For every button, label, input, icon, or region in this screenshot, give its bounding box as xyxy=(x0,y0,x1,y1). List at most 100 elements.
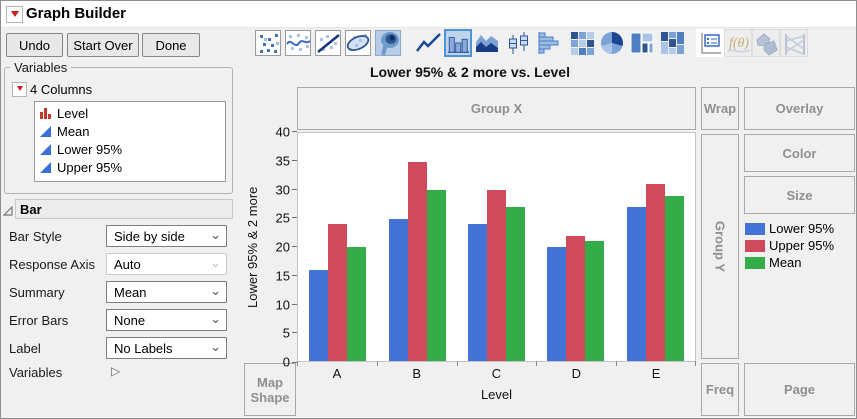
y-tick-mark xyxy=(292,188,297,190)
bar-group-e xyxy=(616,133,695,361)
x-tick-label-d: D xyxy=(571,366,581,381)
summary-dropdown[interactable]: Mean ⌄ xyxy=(106,281,227,303)
bar-upper-95-e[interactable] xyxy=(645,184,665,361)
heatmap-icon[interactable] xyxy=(568,29,596,57)
color-zone[interactable]: Color xyxy=(744,134,855,172)
y-tick-label-35: 35 xyxy=(275,153,290,169)
bar-style-label: Bar Style xyxy=(9,229,62,244)
bar-mean-a[interactable] xyxy=(347,247,367,361)
legend-item-mean[interactable]: Mean xyxy=(745,254,834,271)
area-icon[interactable] xyxy=(474,29,502,57)
label-dropdown[interactable]: No Labels ⌄ xyxy=(106,337,227,359)
bar-upper-95-a[interactable] xyxy=(328,224,348,361)
parallel-plot-icon xyxy=(780,29,808,57)
x-tick-mark xyxy=(536,361,538,366)
response-axis-dropdown: Auto ⌄ xyxy=(106,253,227,275)
bar-style-dropdown[interactable]: Side by side ⌄ xyxy=(106,225,227,247)
x-axis-tick-marks xyxy=(297,361,696,366)
x-tick-mark xyxy=(297,361,298,366)
bar-group-c xyxy=(457,133,536,361)
undo-button[interactable]: Undo xyxy=(6,33,63,57)
ellipse-icon[interactable] xyxy=(344,29,372,57)
bar-mean-e[interactable] xyxy=(664,195,684,361)
line-of-fit-icon[interactable] xyxy=(314,29,342,57)
group-y-zone[interactable]: Group Y xyxy=(701,134,739,359)
map-shape-zone[interactable]: Map Shape xyxy=(244,363,296,416)
legend-swatch xyxy=(745,256,765,269)
error-bars-label: Error Bars xyxy=(9,313,69,328)
column-item-lower-95[interactable]: Lower 95% xyxy=(35,140,225,158)
chart-title: Lower 95% & 2 more vs. Level xyxy=(370,64,570,80)
y-tick-mark xyxy=(292,274,297,276)
response-axis-value: Auto xyxy=(114,256,141,272)
bar-lower-95-c[interactable] xyxy=(467,224,487,361)
bar-upper-95-d[interactable] xyxy=(566,235,586,361)
freq-zone[interactable]: Freq xyxy=(701,363,739,416)
window-title: Graph Builder xyxy=(26,5,127,22)
legend: Lower 95% Upper 95% Mean xyxy=(745,220,834,271)
box-plot-icon[interactable] xyxy=(504,29,532,57)
bar-mean-c[interactable] xyxy=(505,207,525,361)
points-icon[interactable] xyxy=(254,29,282,57)
bar-lower-95-d[interactable] xyxy=(547,247,567,361)
error-bars-dropdown[interactable]: None ⌄ xyxy=(106,309,227,331)
legend-item-upper-95[interactable]: Upper 95% xyxy=(745,237,834,254)
pie-icon[interactable] xyxy=(598,29,626,57)
page-zone[interactable]: Page xyxy=(744,363,855,416)
column-item-mean[interactable]: Mean xyxy=(35,122,225,140)
y-tick-mark xyxy=(292,246,297,247)
column-name: Mean xyxy=(57,123,90,139)
map-shapes-icon xyxy=(752,29,780,57)
wrap-zone[interactable]: Wrap xyxy=(701,87,739,130)
legend-label: Upper 95% xyxy=(769,238,835,253)
columns-list: Level Mean Lower 95% Upper 95% xyxy=(34,101,226,182)
plot-area[interactable] xyxy=(297,132,696,362)
continuous-column-icon xyxy=(40,125,51,137)
y-tick-label-40: 40 xyxy=(275,124,290,140)
chevron-down-icon: ⌄ xyxy=(210,227,221,242)
smoother-icon[interactable] xyxy=(284,29,312,57)
red-triangle-menu-button[interactable] xyxy=(6,6,23,23)
y-tick-mark xyxy=(292,217,297,219)
label-label: Label xyxy=(9,341,41,356)
bar-upper-95-b[interactable] xyxy=(407,161,427,361)
size-zone[interactable]: Size xyxy=(744,176,855,214)
chevron-down-icon: ⌄ xyxy=(210,311,221,326)
x-axis-title: Level xyxy=(480,387,513,402)
bar-upper-95-c[interactable] xyxy=(486,190,506,361)
chevron-down-icon: ⌄ xyxy=(210,283,221,298)
treemap-icon[interactable] xyxy=(628,29,656,57)
y-tick-label-15: 15 xyxy=(275,268,290,284)
column-item-level[interactable]: Level xyxy=(35,104,225,122)
bar-lower-95-b[interactable] xyxy=(388,218,408,361)
red-triangle-icon xyxy=(10,11,19,17)
contour-icon[interactable] xyxy=(374,29,402,57)
y-tick-mark xyxy=(292,131,297,132)
summary-value: Mean xyxy=(114,284,147,300)
summary-label: Summary xyxy=(9,285,65,300)
histogram-icon[interactable] xyxy=(534,29,562,57)
bar-lower-95-e[interactable] xyxy=(626,207,646,361)
error-bars-value: None xyxy=(114,312,146,328)
bar-icon[interactable] xyxy=(444,29,472,57)
start-over-button[interactable]: Start Over xyxy=(67,33,139,57)
group-x-zone[interactable]: Group X xyxy=(297,87,696,130)
bar-panel-header[interactable]: Bar xyxy=(15,199,233,219)
caption-box-icon[interactable] xyxy=(696,29,724,57)
disclosure-triangle-icon[interactable]: ▷ xyxy=(111,364,121,378)
legend-item-lower-95[interactable]: Lower 95% xyxy=(745,220,834,237)
columns-header: 4 Columns xyxy=(12,82,92,97)
overlay-zone[interactable]: Overlay xyxy=(744,87,855,130)
bar-mean-d[interactable] xyxy=(585,241,605,361)
done-button[interactable]: Done xyxy=(142,33,200,57)
bar-lower-95-a[interactable] xyxy=(309,269,329,361)
bar-mean-b[interactable] xyxy=(426,190,446,361)
svg-text:f(θ): f(θ) xyxy=(729,36,749,51)
columns-red-triangle-button[interactable] xyxy=(12,82,27,97)
line-icon[interactable] xyxy=(414,29,442,57)
collapse-triangle-icon[interactable] xyxy=(2,203,13,221)
column-item-upper-95[interactable]: Upper 95% xyxy=(35,158,225,176)
columns-count-label: 4 Columns xyxy=(30,82,93,97)
legend-swatch xyxy=(745,239,765,252)
mosaic-icon[interactable] xyxy=(658,29,686,57)
